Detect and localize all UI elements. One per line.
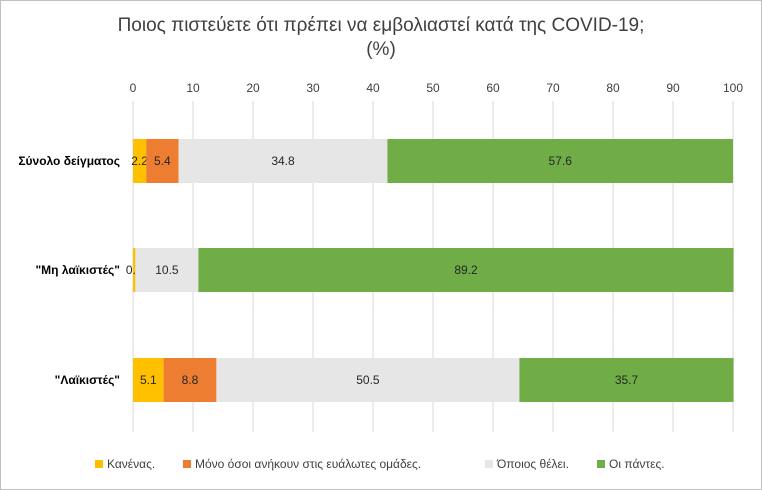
data-label: 10.5 bbox=[155, 263, 179, 277]
data-label: 57.6 bbox=[549, 154, 573, 168]
bar-segment bbox=[178, 139, 388, 183]
legend-swatch bbox=[485, 460, 493, 468]
x-tick-label: 50 bbox=[426, 81, 440, 95]
chart-subtitle: (%) bbox=[366, 39, 396, 60]
legend-label: Κανένας. bbox=[107, 457, 155, 471]
x-tick-label: 40 bbox=[366, 81, 380, 95]
category-label: "Λαϊκιστές" bbox=[55, 373, 120, 387]
bar-segment bbox=[198, 248, 734, 292]
bar-segment bbox=[133, 248, 136, 292]
bars: 2.2 5.4 34.8 57.60.4 10.5 89.25.1 8.8 50.5 35.7 bbox=[126, 139, 734, 402]
x-tick-label: 20 bbox=[246, 81, 260, 95]
x-tick-label: 100 bbox=[723, 81, 743, 95]
x-tick-label: 70 bbox=[546, 81, 560, 95]
legend-label: Οι πάντες. bbox=[609, 457, 665, 471]
category-labels: Σύνολο δείγματος "Μη λαϊκιστές" "Λαϊκιστές… bbox=[18, 154, 120, 387]
data-label: 34.8 bbox=[271, 154, 295, 168]
legend-swatch bbox=[183, 460, 191, 468]
data-label: 5.1 bbox=[140, 373, 157, 387]
x-tick-label: 30 bbox=[306, 81, 320, 95]
bar-segment bbox=[519, 358, 734, 402]
bar-segment bbox=[146, 139, 179, 183]
data-label: 2.2 bbox=[131, 154, 148, 168]
legend: Κανένας. Μόνο όσοι ανήκουν στις ευάλωτες … bbox=[95, 457, 665, 471]
bar-segment bbox=[387, 139, 733, 183]
legend-label: Μόνο όσοι ανήκουν στις ευάλωτες ομάδες. bbox=[195, 457, 421, 471]
bar-segment bbox=[133, 139, 147, 183]
bar-segment bbox=[135, 248, 199, 292]
bar-segment bbox=[216, 358, 520, 402]
data-label: 89.2 bbox=[454, 263, 478, 277]
bar-segment bbox=[163, 358, 217, 402]
legend-swatch bbox=[597, 460, 605, 468]
data-label: 50.5 bbox=[356, 373, 380, 387]
data-label: 5.4 bbox=[154, 154, 171, 168]
data-label: 8.8 bbox=[182, 373, 199, 387]
x-axis: 0 10 20 30 40 50 60 70 80 90 100 bbox=[130, 81, 744, 95]
category-label: "Μη λαϊκιστές" bbox=[35, 263, 120, 277]
legend-label: Όποιος θέλει. bbox=[496, 457, 569, 471]
x-tick-label: 80 bbox=[606, 81, 620, 95]
legend-swatch bbox=[95, 460, 103, 468]
chart-title: Ποιος πιστεύετε ότι πρέπει να εμβολιαστε… bbox=[117, 15, 645, 36]
data-label: 35.7 bbox=[615, 373, 639, 387]
chart-title-block: Ποιος πιστεύετε ότι πρέπει να εμβολιαστε… bbox=[0, 14, 762, 62]
x-tick-label: 0 bbox=[130, 81, 137, 95]
x-tick-label: 90 bbox=[666, 81, 680, 95]
x-tick-label: 10 bbox=[186, 81, 200, 95]
x-tick-label: 60 bbox=[486, 81, 500, 95]
category-label: Σύνολο δείγματος bbox=[18, 154, 120, 168]
bar-segment bbox=[133, 358, 164, 402]
